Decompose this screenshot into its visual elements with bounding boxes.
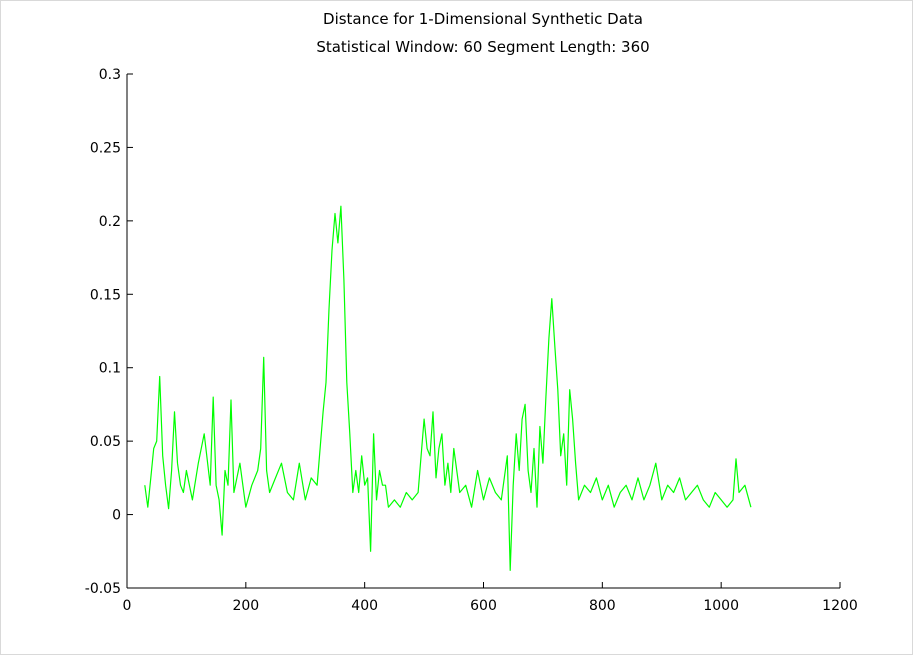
x-tick-label: 800	[589, 598, 616, 614]
x-tick-label: 600	[470, 598, 497, 614]
y-tick-label: -0.05	[85, 581, 121, 597]
x-tick-label: 1000	[703, 598, 739, 614]
plot-axes	[126, 74, 840, 589]
y-tick-label: 0.1	[99, 361, 121, 377]
x-axis: 0 200 400 600 800 1000 1200	[123, 582, 858, 614]
x-tick-label: 200	[232, 598, 259, 614]
y-tick-label: 0.25	[90, 140, 121, 156]
series-group	[144, 205, 752, 572]
y-tick-label: 0.15	[90, 287, 121, 303]
x-tick-label: 400	[351, 598, 378, 614]
chart-title: Distance for 1-Dimensional Synthetic Dat…	[323, 10, 643, 28]
y-tick-label: 0	[112, 508, 121, 524]
y-tick-label: 0.2	[99, 214, 121, 230]
y-tick-label: 0.3	[99, 67, 121, 83]
chart-subtitle: Statistical Window: 60 Segment Length: 3…	[316, 38, 649, 56]
x-tick-label: 1200	[822, 598, 858, 614]
y-axis: -0.05 0 0.05 0.1 0.15 0.2 0.25 0.3	[85, 67, 133, 597]
y-tick-label: 0.05	[90, 434, 121, 450]
series-line	[144, 205, 752, 572]
x-tick-label: 0	[123, 598, 132, 614]
